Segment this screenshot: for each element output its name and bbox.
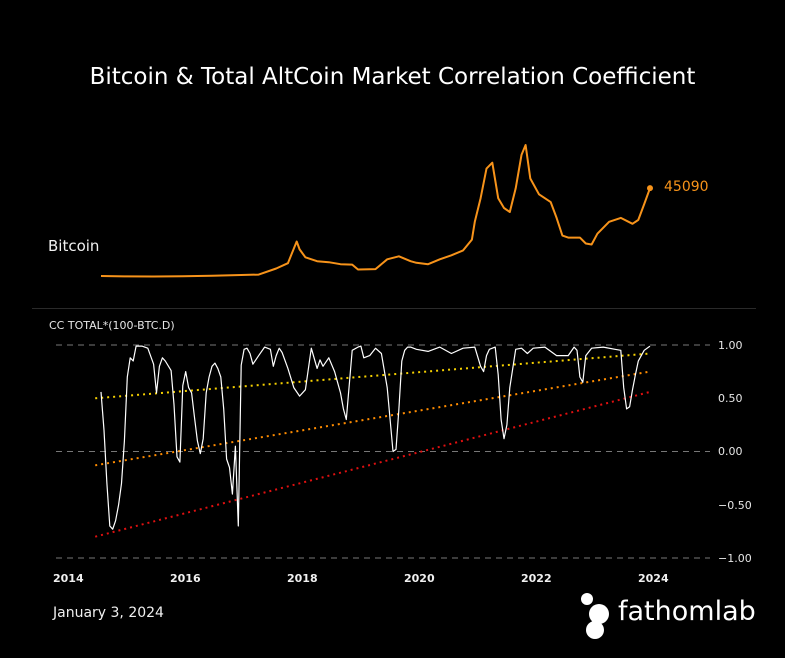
x-tick-label: 2020 bbox=[404, 572, 435, 585]
x-tick-label: 2024 bbox=[638, 572, 669, 585]
y-tick-label: 0.00 bbox=[718, 445, 743, 458]
fathomlab-logo: fathomlab bbox=[578, 592, 778, 642]
y-tick-label: 1.00 bbox=[718, 339, 743, 352]
y-tick-label: −0.50 bbox=[718, 499, 752, 512]
bitcoin-price-line bbox=[100, 144, 651, 278]
x-tick-label: 2014 bbox=[53, 572, 84, 585]
snapshot-date: January 3, 2024 bbox=[53, 605, 164, 621]
trend-lower-line bbox=[94, 390, 651, 538]
bitcoin-last-value-label: 45090 bbox=[664, 179, 709, 195]
trend-upper-line bbox=[95, 352, 651, 400]
brand-name: fathomlab bbox=[618, 596, 756, 627]
correlation-panel bbox=[100, 345, 651, 530]
y-tick-label: 0.50 bbox=[718, 392, 743, 405]
x-tick-label: 2018 bbox=[287, 572, 318, 585]
fathomlab-logo-icon bbox=[581, 593, 609, 639]
chart-title: Bitcoin & Total AltCoin Market Correlati… bbox=[89, 64, 696, 90]
bitcoin-series-label: Bitcoin bbox=[48, 237, 100, 255]
correlation-gridlines bbox=[56, 344, 710, 559]
bitcoin-last-point bbox=[647, 185, 653, 192]
correlation-trendlines bbox=[94, 352, 651, 538]
panel-divider bbox=[32, 308, 756, 309]
correlation-line bbox=[100, 345, 651, 530]
y-tick-label: −1.00 bbox=[718, 552, 752, 565]
bitcoin-price-panel bbox=[100, 144, 653, 278]
x-tick-label: 2022 bbox=[521, 572, 552, 585]
x-tick-label: 2016 bbox=[170, 572, 201, 585]
trend-middle-line bbox=[95, 370, 651, 467]
correlation-series-label: CC TOTAL*(100-BTC.D) bbox=[49, 319, 175, 332]
